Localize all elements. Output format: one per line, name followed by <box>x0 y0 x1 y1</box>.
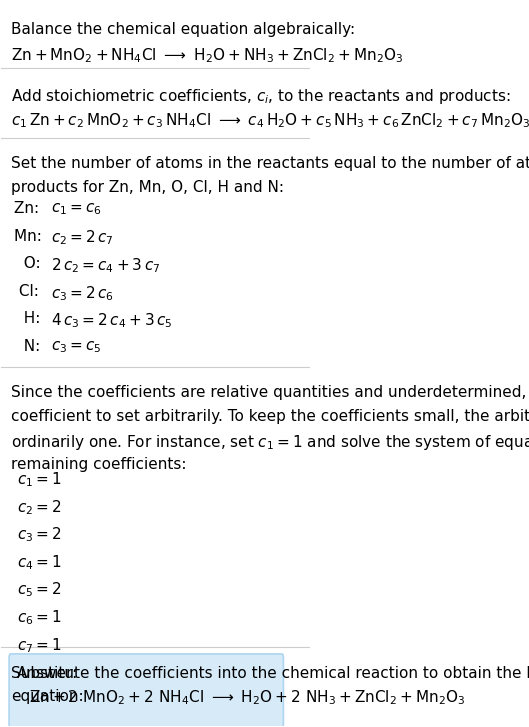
Text: Answer:: Answer: <box>17 666 78 681</box>
Text: $\mathrm{Zn + MnO_2 + NH_4Cl\ \longrightarrow\ H_2O + NH_3 + ZnCl_2 + Mn_2O_3}$: $\mathrm{Zn + MnO_2 + NH_4Cl\ \longright… <box>11 47 403 65</box>
Text: $c_3 = 2$: $c_3 = 2$ <box>17 526 61 545</box>
Text: $c_1 = 1$: $c_1 = 1$ <box>17 470 61 489</box>
Text: Mn:: Mn: <box>14 229 51 244</box>
Text: $c_5 = 2$: $c_5 = 2$ <box>17 581 61 600</box>
Text: Cl:: Cl: <box>14 284 48 299</box>
Text: Zn:: Zn: <box>14 201 49 216</box>
Text: $c_1\,\mathrm{Zn} + c_2\,\mathrm{MnO_2} + c_3\,\mathrm{NH_4Cl}\ \longrightarrow\: $c_1\,\mathrm{Zn} + c_2\,\mathrm{MnO_2} … <box>11 111 529 130</box>
Text: ordinarily one. For instance, set $c_1 = 1$ and solve the system of equations fo: ordinarily one. For instance, set $c_1 =… <box>11 433 529 452</box>
Text: Set the number of atoms in the reactants equal to the number of atoms in the: Set the number of atoms in the reactants… <box>11 156 529 171</box>
Text: O:: O: <box>14 257 50 271</box>
Text: H:: H: <box>14 311 50 326</box>
Text: $c_3 = 2\,c_6$: $c_3 = 2\,c_6$ <box>51 284 114 302</box>
Text: equation:: equation: <box>11 689 83 704</box>
Text: $c_2 = 2\,c_7$: $c_2 = 2\,c_7$ <box>51 229 114 247</box>
Text: $\mathrm{Zn + 2\ MnO_2 + 2\ NH_4Cl\ \longrightarrow\ H_2O + 2\ NH_3 + ZnCl_2 + M: $\mathrm{Zn + 2\ MnO_2 + 2\ NH_4Cl\ \lon… <box>29 688 466 707</box>
Text: $c_3 = c_5$: $c_3 = c_5$ <box>51 339 101 355</box>
Text: $2\,c_2 = c_4 + 3\,c_7$: $2\,c_2 = c_4 + 3\,c_7$ <box>51 257 160 275</box>
Text: $c_4 = 1$: $c_4 = 1$ <box>17 553 61 572</box>
Text: coefficient to set arbitrarily. To keep the coefficients small, the arbitrary va: coefficient to set arbitrarily. To keep … <box>11 409 529 424</box>
Text: Balance the chemical equation algebraically:: Balance the chemical equation algebraica… <box>11 22 355 36</box>
Text: $c_6 = 1$: $c_6 = 1$ <box>17 608 61 627</box>
Text: Substitute the coefficients into the chemical reaction to obtain the balanced: Substitute the coefficients into the che… <box>11 665 529 680</box>
FancyBboxPatch shape <box>9 654 284 727</box>
Text: Add stoichiometric coefficients, $c_i$, to the reactants and products:: Add stoichiometric coefficients, $c_i$, … <box>11 87 510 106</box>
Text: $c_7 = 1$: $c_7 = 1$ <box>17 636 61 654</box>
Text: Since the coefficients are relative quantities and underdetermined, choose a: Since the coefficients are relative quan… <box>11 385 529 401</box>
Text: $c_1 = c_6$: $c_1 = c_6$ <box>51 201 102 217</box>
Text: $4\,c_3 = 2\,c_4 + 3\,c_5$: $4\,c_3 = 2\,c_4 + 3\,c_5$ <box>51 311 172 330</box>
Text: N:: N: <box>14 339 50 354</box>
Text: remaining coefficients:: remaining coefficients: <box>11 457 186 472</box>
Text: products for Zn, Mn, O, Cl, H and N:: products for Zn, Mn, O, Cl, H and N: <box>11 180 284 195</box>
Text: $c_2 = 2$: $c_2 = 2$ <box>17 498 61 517</box>
